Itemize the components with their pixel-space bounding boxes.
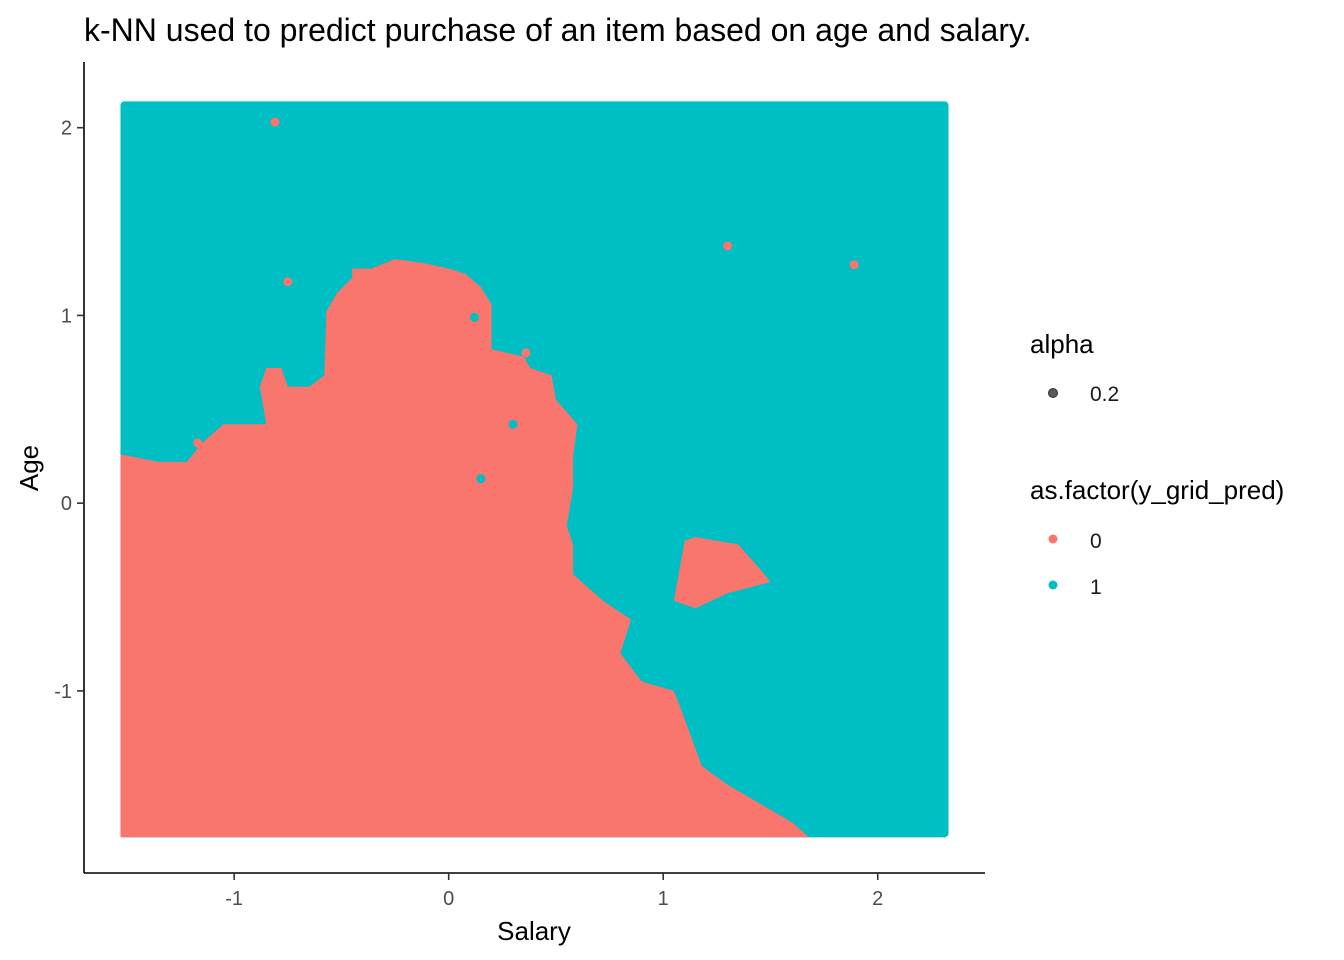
y-tick-label: 1 bbox=[61, 305, 72, 327]
data-point-class-0 bbox=[849, 260, 859, 270]
x-tick-label: -1 bbox=[225, 888, 243, 910]
legend-key-class-0 bbox=[1048, 534, 1058, 544]
legend-alpha-label: 0.2 bbox=[1090, 383, 1119, 406]
data-point-class-1 bbox=[476, 474, 486, 484]
data-point-class-0 bbox=[723, 241, 733, 251]
data-point-class-0 bbox=[283, 277, 293, 287]
data-point-class-1 bbox=[469, 312, 479, 322]
y-tick-label: 0 bbox=[61, 493, 72, 515]
data-point-class-0 bbox=[521, 348, 531, 358]
legend-fill-title: as.factor(y_grid_pred) bbox=[1030, 475, 1284, 505]
region-class-0-island bbox=[673, 537, 771, 609]
data-point-class-1 bbox=[508, 419, 518, 429]
legend-key-class-1 bbox=[1048, 580, 1058, 590]
x-axis-title: Salary bbox=[497, 916, 571, 946]
chart-title: k-NN used to predict purchase of an item… bbox=[84, 12, 1032, 48]
data-point-class-0 bbox=[270, 117, 280, 127]
region-class-0 bbox=[120, 259, 810, 838]
x-axis-ticks: -1 0 1 2 bbox=[225, 873, 883, 910]
x-tick-label: 0 bbox=[443, 888, 454, 910]
legend: alpha 0.2 as.factor(y_grid_pred) 0 1 bbox=[1030, 329, 1284, 599]
data-point-class-0 bbox=[193, 438, 203, 448]
y-axis-title: Age bbox=[14, 445, 44, 491]
y-tick-label: 2 bbox=[61, 118, 72, 140]
y-axis-ticks: -1 0 1 2 bbox=[54, 118, 84, 703]
plot-area bbox=[120, 101, 949, 838]
legend-label-class-1: 1 bbox=[1090, 576, 1102, 599]
legend-alpha-title: alpha bbox=[1030, 329, 1094, 359]
x-tick-label: 1 bbox=[658, 888, 669, 910]
y-tick-label: -1 bbox=[54, 681, 72, 703]
legend-label-class-0: 0 bbox=[1090, 530, 1102, 553]
legend-alpha-key bbox=[1048, 388, 1058, 398]
x-tick-label: 2 bbox=[872, 888, 883, 910]
